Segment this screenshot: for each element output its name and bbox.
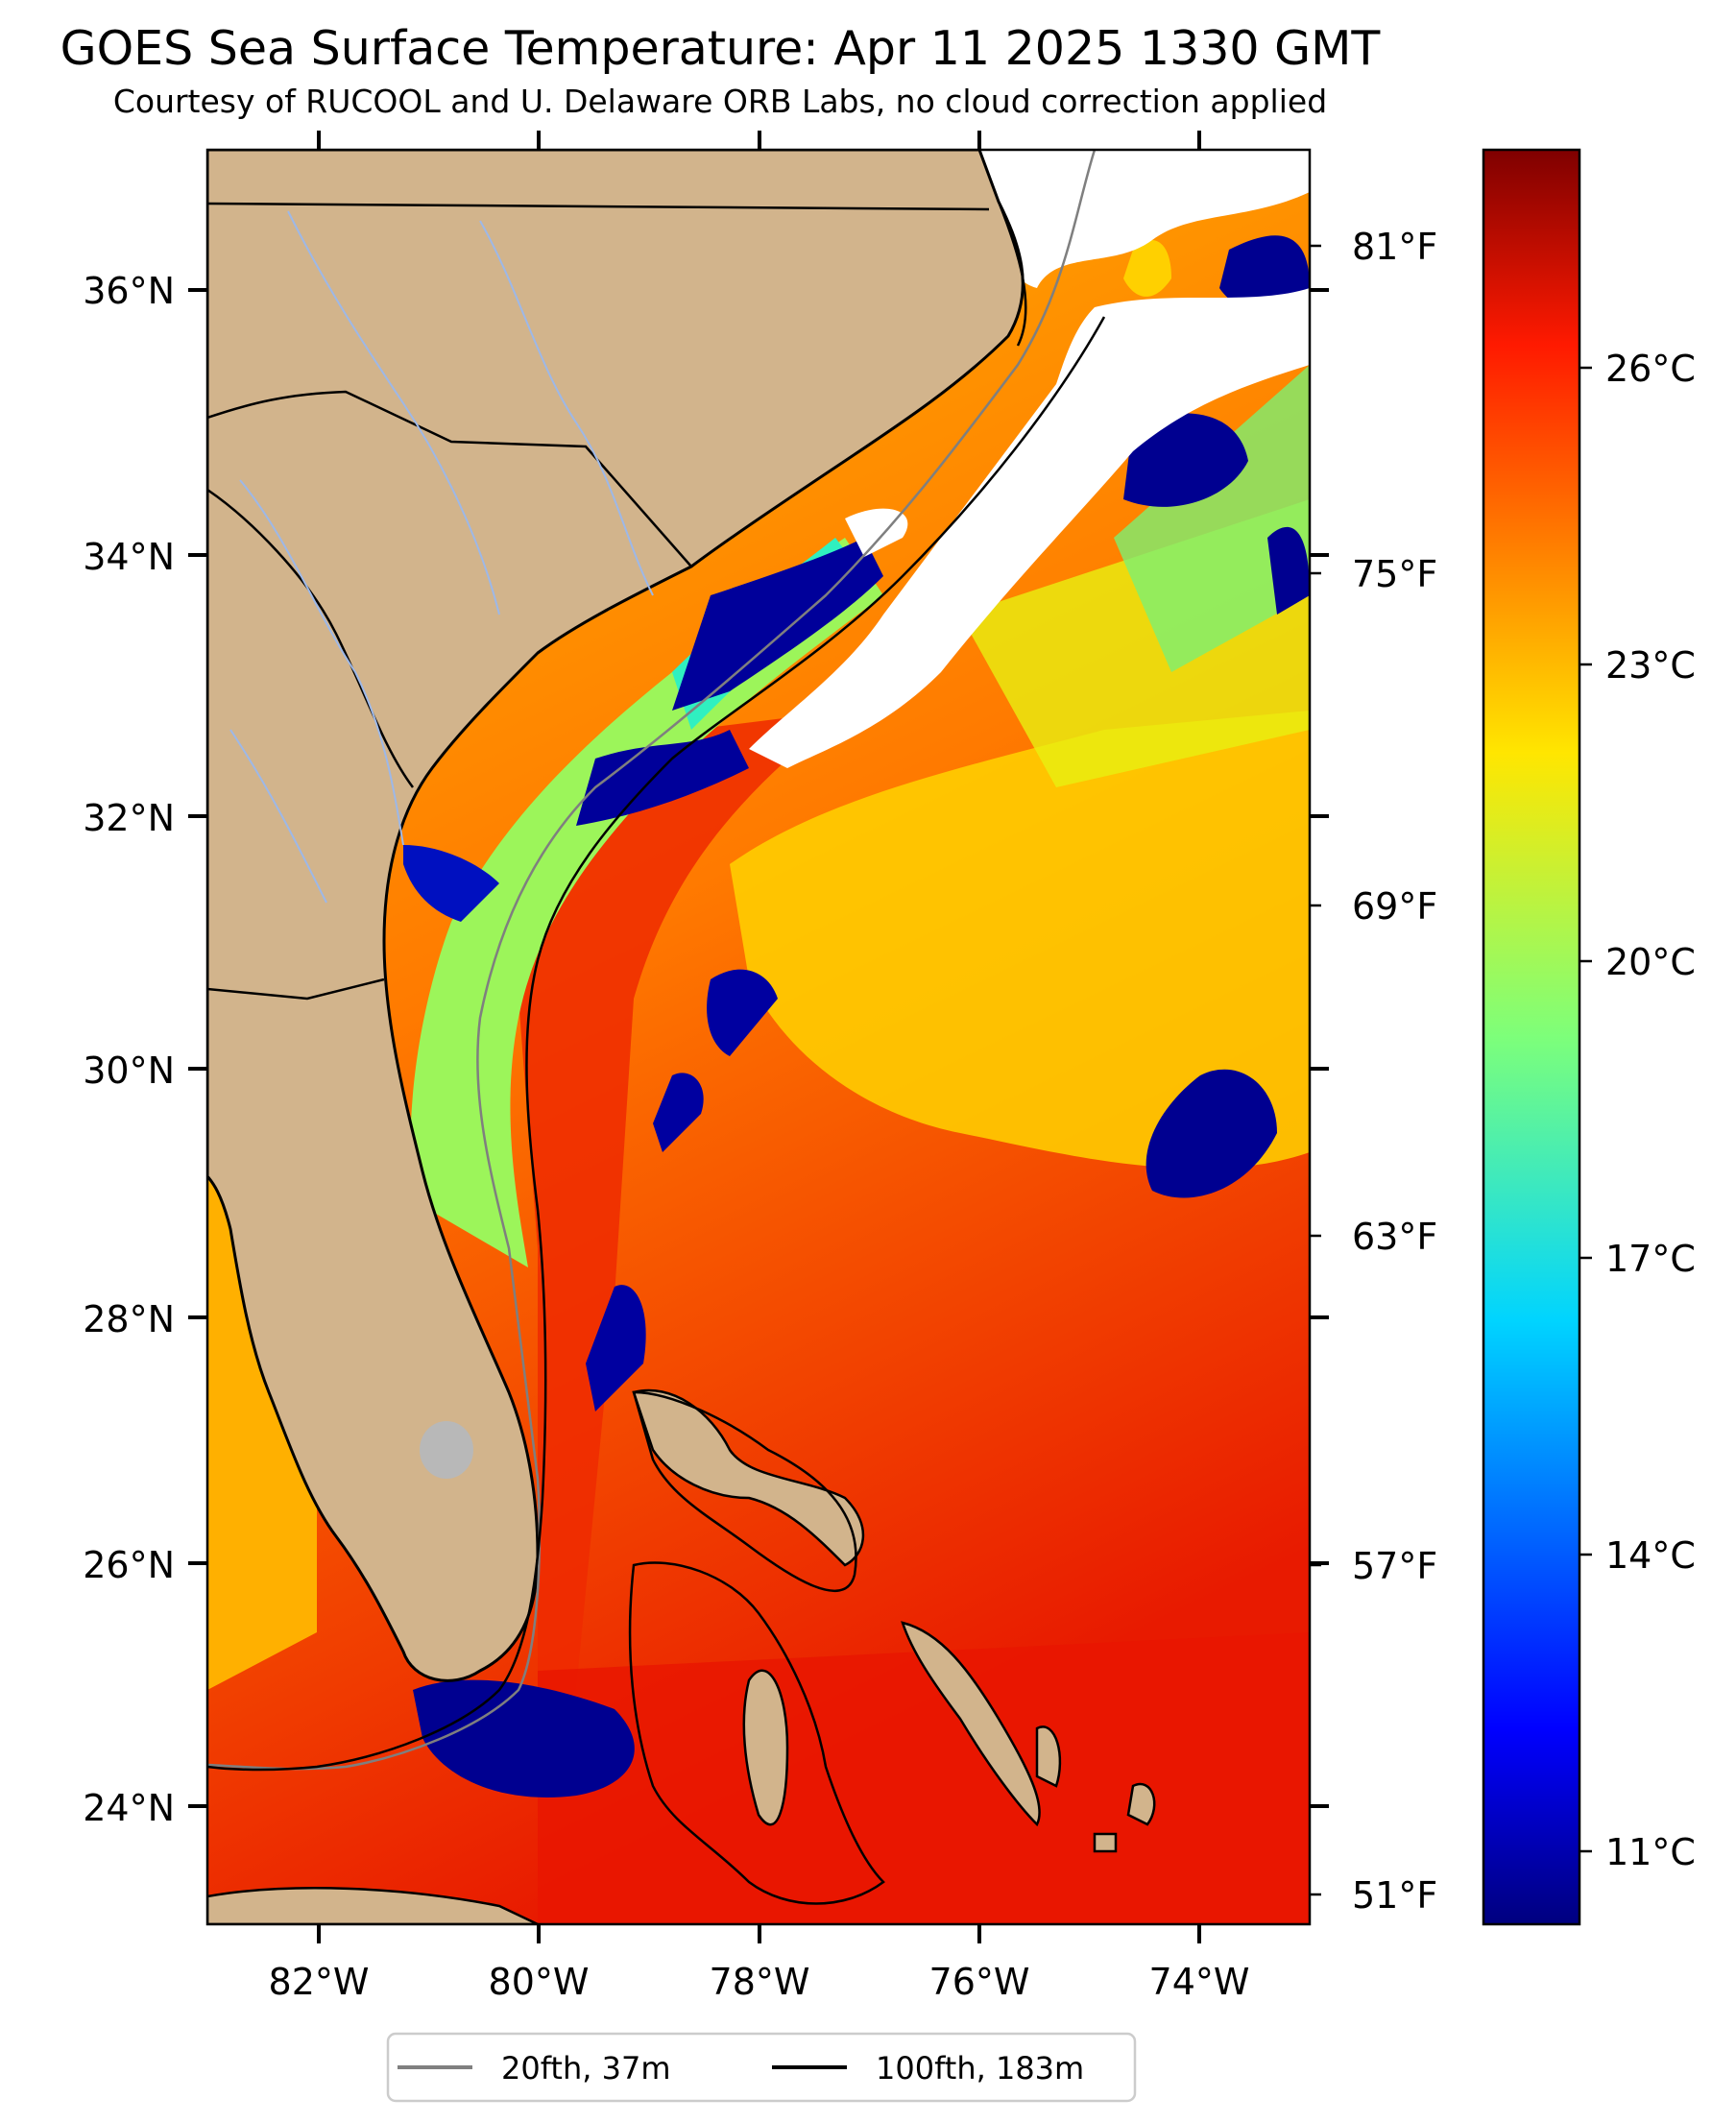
river-3 <box>239 479 404 846</box>
bahama-bank-great <box>628 1561 885 1905</box>
southern-warm-waters <box>538 1632 1310 1924</box>
cold-patch-2 <box>576 730 749 826</box>
legend: 20fth, 37m 100fth, 183m <box>386 2032 1137 2103</box>
land-cuba <box>207 1887 539 1924</box>
fahrenheit-label: 51°F <box>1352 1874 1437 1917</box>
cold-patch-8 <box>1123 413 1248 507</box>
island-grand-bahama <box>632 1388 864 1567</box>
cold-patch-7 <box>1145 1069 1277 1198</box>
fahrenheit-axis: 81°F 75°F 69°F 63°F 57°F 51°F <box>1310 226 1437 1917</box>
cloud-region-2 <box>749 288 1310 768</box>
latitude-axis: 36°N 34°N 32°N 30°N 28°N 26°N 24°N <box>83 270 175 1829</box>
colorbar-gradient <box>1482 148 1581 1926</box>
colorbar-label: 11°C <box>1605 1831 1696 1873</box>
fahrenheit-label: 75°F <box>1352 553 1437 595</box>
river-4 <box>229 729 327 904</box>
lon-label: 74°W <box>1149 1961 1250 2003</box>
colorbar-label: 23°C <box>1605 644 1696 687</box>
legend-label-100fth: 100fth, 183m <box>876 2050 1084 2087</box>
lat-label: 30°N <box>83 1049 175 1092</box>
fahrenheit-label: 63°F <box>1352 1216 1437 1258</box>
lon-label: 80°W <box>489 1961 590 2003</box>
outer-banks <box>997 201 1027 347</box>
isobath-100fth <box>207 316 1106 1772</box>
offshore-green-band <box>1114 365 1310 672</box>
lat-label: 28°N <box>83 1298 175 1340</box>
lat-label: 26°N <box>83 1544 175 1586</box>
cold-patch-3 <box>403 845 499 922</box>
cold-patch-6 <box>586 1285 646 1411</box>
lon-label: 82°W <box>269 1961 370 2003</box>
state-border-sc-ga <box>207 488 415 788</box>
lat-label: 34°N <box>83 536 175 578</box>
state-border-nc-sc <box>207 390 692 567</box>
state-border-ga-fl <box>207 977 385 1001</box>
legend-box <box>386 2032 1137 2103</box>
lon-label: 78°W <box>710 1961 810 2003</box>
chart-subtitle: Courtesy of RUCOOL and U. Delaware ORB L… <box>112 83 1328 120</box>
cold-patch-9 <box>1219 235 1310 310</box>
cold-patch-4 <box>707 969 778 1056</box>
isobath-20fth <box>207 150 1097 1771</box>
chart-title: GOES Sea Surface Temperature: Apr 11 202… <box>60 21 1381 76</box>
lake-okeechobee <box>420 1421 473 1479</box>
island-small-1 <box>1126 1782 1156 1826</box>
land-us-southeast <box>207 150 1025 1682</box>
colorbar-label: 26°C <box>1605 348 1696 390</box>
cloud-region-1 <box>979 150 1310 288</box>
longitude-axis: 82°W 80°W 78°W 76°W 74°W <box>269 1961 1250 2003</box>
lat-ticks <box>188 288 1329 1808</box>
lon-label: 76°W <box>929 1961 1030 2003</box>
fahrenheit-label: 57°F <box>1352 1545 1437 1587</box>
colorbar-label: 20°C <box>1605 941 1696 983</box>
cold-patch-10 <box>1267 526 1310 615</box>
map-panel <box>207 150 1310 1924</box>
colorbar-label: 14°C <box>1605 1534 1696 1577</box>
island-small-2 <box>1093 1832 1118 1853</box>
cold-patch-5 <box>653 1073 704 1152</box>
lon-ticks <box>317 131 1201 1943</box>
warm-eddy-north <box>1123 240 1171 297</box>
lat-label: 24°N <box>83 1787 175 1829</box>
gulf-west-florida <box>207 1171 317 1690</box>
colorbar-label: 17°C <box>1605 1238 1696 1280</box>
fahrenheit-label: 81°F <box>1352 226 1437 268</box>
cold-patch-1 <box>672 538 883 711</box>
state-border-va-nc <box>207 202 990 211</box>
bahama-bank-north <box>632 1390 857 1593</box>
cold-patch-keys <box>413 1679 635 1797</box>
colorbar: 26°C 23°C 20°C 17°C 14°C 11°C <box>1482 148 1696 1926</box>
island-cat <box>1035 1725 1062 1788</box>
offshore-warm-yellow <box>730 711 1310 1170</box>
island-eleuthera <box>901 1621 1041 1827</box>
cloud-region-3 <box>845 508 908 557</box>
river-1 <box>287 210 500 615</box>
island-andros <box>742 1669 789 1826</box>
fahrenheit-label: 69°F <box>1352 885 1437 928</box>
lat-label: 36°N <box>83 270 175 312</box>
gulf-stream-core <box>518 711 845 1690</box>
legend-label-20fth: 20fth, 37m <box>501 2050 670 2087</box>
river-2 <box>479 220 654 596</box>
lat-label: 32°N <box>83 797 175 839</box>
